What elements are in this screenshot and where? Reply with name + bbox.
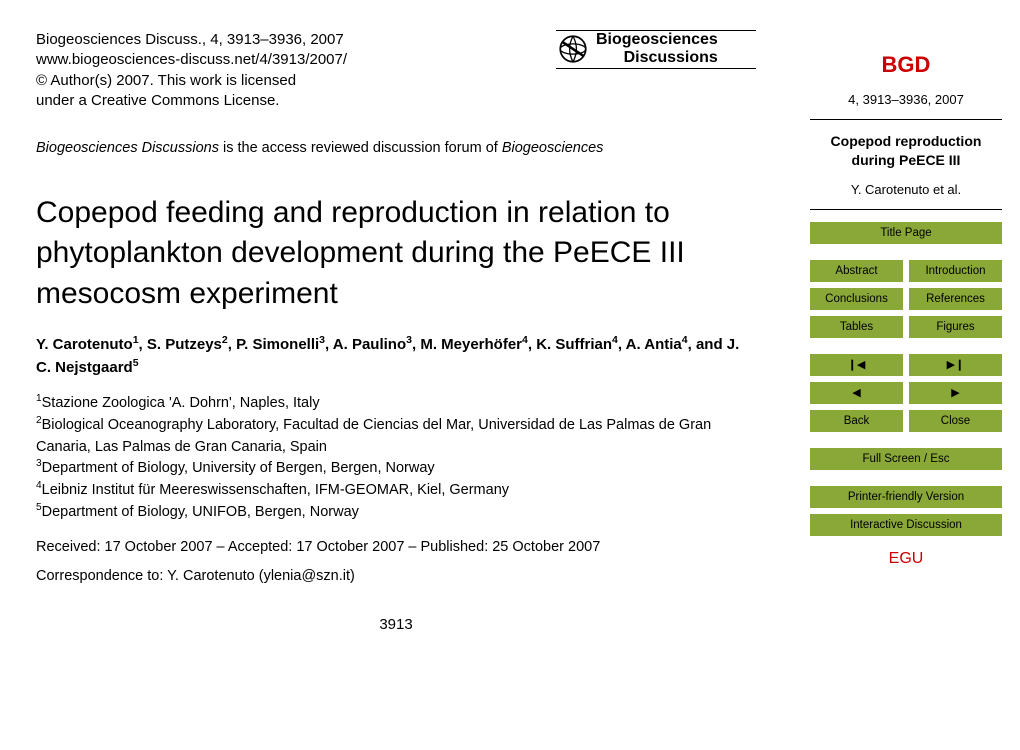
close-button[interactable]: Close	[909, 410, 1002, 432]
nav-panel: Title Page Abstract Introduction Conclus…	[810, 222, 1002, 536]
journal-logo-block: Biogeosciences Discussions	[556, 30, 756, 69]
copyright-line: © Author(s) 2007. This work is licensed	[36, 71, 347, 91]
fullscreen-button[interactable]: Full Screen / Esc	[810, 448, 1002, 470]
introduction-button[interactable]: Introduction	[909, 260, 1002, 282]
divider	[810, 209, 1002, 210]
journal-title: Biogeosciences Discussions	[596, 31, 718, 66]
header-left: Biogeosciences Discuss., 4, 3913–3936, 2…	[36, 30, 347, 111]
references-button[interactable]: References	[909, 288, 1002, 310]
article-title: Copepod feeding and reproduction in rela…	[36, 193, 756, 315]
title-page-button[interactable]: Title Page	[810, 222, 1002, 244]
prev-page-button[interactable]: ◀	[810, 382, 903, 404]
volume-info: 4, 3913–3936, 2007	[810, 92, 1002, 107]
tables-button[interactable]: Tables	[810, 316, 903, 338]
conclusions-button[interactable]: Conclusions	[810, 288, 903, 310]
license-line: under a Creative Commons License.	[36, 91, 347, 111]
journal-acronym[interactable]: BGD	[810, 52, 1002, 78]
authors-list: Y. Carotenuto1, S. Putzeys2, P. Simonell…	[36, 334, 756, 379]
egu-link[interactable]: EGU	[810, 550, 1002, 568]
printer-button[interactable]: Printer-friendly Version	[810, 486, 1002, 508]
forum-note-mid: is the access reviewed discussion forum …	[219, 140, 502, 156]
citation-line: Biogeosciences Discuss., 4, 3913–3936, 2…	[36, 30, 347, 50]
journal-title-2: Discussions	[596, 49, 718, 67]
header-row: Biogeosciences Discuss., 4, 3913–3936, 2…	[36, 30, 756, 111]
last-page-button[interactable]: ▶❙	[909, 354, 1002, 376]
main-content: Biogeosciences Discuss., 4, 3913–3936, 2…	[0, 0, 792, 750]
back-button[interactable]: Back	[810, 410, 903, 432]
url-line: www.biogeosciences-discuss.net/4/3913/20…	[36, 50, 347, 70]
divider	[810, 119, 1002, 120]
authors-bold: Y. Carotenuto1, S. Putzeys2, P. Simonell…	[36, 336, 739, 376]
forum-note-suffix: Biogeosciences	[502, 140, 604, 156]
dates-line: Received: 17 October 2007 – Accepted: 17…	[36, 538, 756, 558]
sidebar-authors: Y. Carotenuto et al.	[810, 182, 1002, 197]
journal-title-1: Biogeosciences	[596, 31, 718, 49]
first-page-button[interactable]: ❙◀	[810, 354, 903, 376]
next-page-button[interactable]: ▶	[909, 382, 1002, 404]
sidebar: BGD 4, 3913–3936, 2007 Copepod reproduct…	[792, 0, 1020, 750]
forum-note: Biogeosciences Discussions is the access…	[36, 139, 756, 159]
interactive-button[interactable]: Interactive Discussion	[810, 514, 1002, 536]
page-number: 3913	[36, 615, 756, 635]
forum-note-prefix: Biogeosciences Discussions	[36, 140, 219, 156]
figures-button[interactable]: Figures	[909, 316, 1002, 338]
correspondence-line: Correspondence to: Y. Carotenuto (ylenia…	[36, 567, 756, 587]
abstract-button[interactable]: Abstract	[810, 260, 903, 282]
short-title: Copepod reproduction during PeECE III	[810, 132, 1002, 170]
egu-logo-icon	[556, 32, 590, 66]
affiliations: 1Stazione Zoologica 'A. Dohrn', Naples, …	[36, 393, 756, 524]
